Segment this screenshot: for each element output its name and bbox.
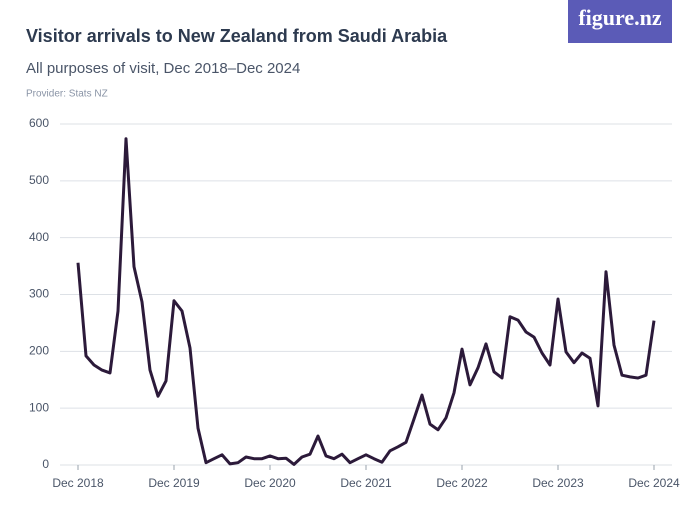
x-tick-label: Dec 2023	[532, 476, 584, 490]
y-tick-label: 0	[42, 457, 49, 471]
chart-subtitle: All purposes of visit, Dec 2018–Dec 2024	[26, 60, 300, 77]
brand-logo: figure.nz	[578, 5, 662, 30]
y-tick-label: 600	[29, 116, 49, 130]
x-tick-label: Dec 2019	[148, 476, 200, 490]
x-tick-label: Dec 2018	[52, 476, 104, 490]
x-tick-label: Dec 2021	[340, 476, 392, 490]
line-series	[76, 137, 656, 466]
y-tick-label: 300	[29, 287, 49, 301]
y-tick-label: 500	[29, 173, 49, 187]
chart-source: Provider: Stats NZ	[26, 89, 108, 100]
brand-box	[568, 0, 672, 43]
x-tick-label: Dec 2022	[436, 476, 488, 490]
y-tick-label: 400	[29, 230, 49, 244]
y-tick-label: 200	[29, 344, 49, 358]
x-tick-label: Dec 2020	[244, 476, 296, 490]
y-tick-label: 100	[29, 400, 49, 414]
chart-title: Visitor arrivals to New Zealand from Sau…	[26, 26, 448, 46]
x-tick-label: Dec 2024	[628, 476, 680, 490]
